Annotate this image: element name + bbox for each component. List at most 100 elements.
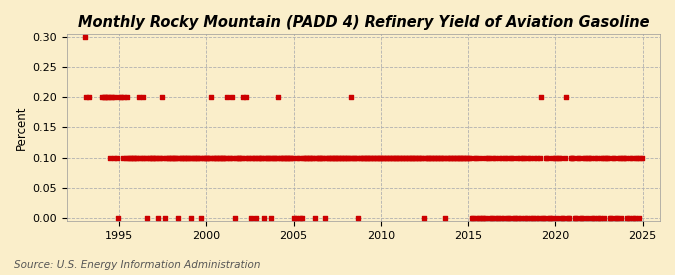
Point: [149, 155, 160, 160]
Point: [566, 155, 577, 160]
Point: [337, 155, 348, 160]
Point: [427, 155, 438, 160]
Point: [260, 155, 271, 160]
Point: [501, 155, 512, 160]
Point: [408, 155, 419, 160]
Point: [477, 216, 487, 220]
Point: [110, 95, 121, 100]
Point: [634, 216, 645, 220]
Point: [152, 216, 163, 220]
Point: [331, 155, 342, 160]
Point: [162, 155, 173, 160]
Point: [524, 155, 535, 160]
Point: [500, 155, 510, 160]
Point: [489, 155, 500, 160]
Point: [377, 155, 388, 160]
Point: [577, 216, 588, 220]
Point: [161, 155, 171, 160]
Point: [328, 155, 339, 160]
Point: [104, 155, 115, 160]
Point: [626, 155, 637, 160]
Point: [507, 155, 518, 160]
Point: [217, 155, 228, 160]
Point: [100, 95, 111, 100]
Point: [353, 216, 364, 220]
Point: [277, 155, 288, 160]
Point: [140, 155, 151, 160]
Point: [197, 155, 208, 160]
Point: [535, 155, 545, 160]
Point: [295, 216, 306, 220]
Point: [596, 155, 607, 160]
Point: [176, 155, 186, 160]
Point: [440, 216, 451, 220]
Point: [298, 155, 308, 160]
Point: [205, 155, 215, 160]
Point: [180, 155, 190, 160]
Point: [111, 155, 122, 160]
Point: [329, 155, 340, 160]
Point: [186, 216, 196, 220]
Point: [542, 155, 553, 160]
Point: [120, 155, 131, 160]
Point: [518, 155, 529, 160]
Point: [238, 95, 249, 100]
Point: [223, 155, 234, 160]
Point: [574, 155, 585, 160]
Point: [414, 155, 425, 160]
Point: [317, 155, 327, 160]
Point: [107, 95, 118, 100]
Point: [177, 155, 188, 160]
Point: [431, 155, 442, 160]
Point: [600, 155, 611, 160]
Point: [276, 155, 287, 160]
Point: [465, 155, 476, 160]
Point: [543, 216, 554, 220]
Point: [283, 155, 294, 160]
Point: [449, 155, 460, 160]
Point: [158, 155, 169, 160]
Point: [300, 155, 311, 160]
Point: [587, 216, 598, 220]
Point: [558, 216, 569, 220]
Point: [523, 155, 534, 160]
Point: [386, 155, 397, 160]
Point: [381, 155, 392, 160]
Point: [448, 155, 458, 160]
Point: [504, 216, 515, 220]
Point: [171, 155, 182, 160]
Point: [148, 155, 159, 160]
Point: [444, 155, 455, 160]
Point: [456, 155, 467, 160]
Point: [347, 155, 358, 160]
Point: [493, 216, 504, 220]
Point: [338, 155, 349, 160]
Point: [290, 216, 301, 220]
Point: [556, 216, 567, 220]
Point: [343, 155, 354, 160]
Point: [269, 155, 279, 160]
Point: [261, 155, 272, 160]
Point: [165, 155, 176, 160]
Point: [114, 95, 125, 100]
Point: [581, 216, 592, 220]
Point: [597, 155, 608, 160]
Point: [130, 155, 141, 160]
Point: [372, 155, 383, 160]
Point: [230, 216, 240, 220]
Point: [216, 155, 227, 160]
Point: [178, 155, 189, 160]
Point: [513, 216, 524, 220]
Point: [478, 216, 489, 220]
Point: [392, 155, 403, 160]
Point: [211, 155, 221, 160]
Point: [520, 216, 531, 220]
Point: [591, 155, 602, 160]
Point: [453, 155, 464, 160]
Point: [203, 155, 214, 160]
Point: [308, 155, 319, 160]
Point: [599, 216, 610, 220]
Point: [252, 155, 263, 160]
Point: [314, 155, 325, 160]
Point: [402, 155, 413, 160]
